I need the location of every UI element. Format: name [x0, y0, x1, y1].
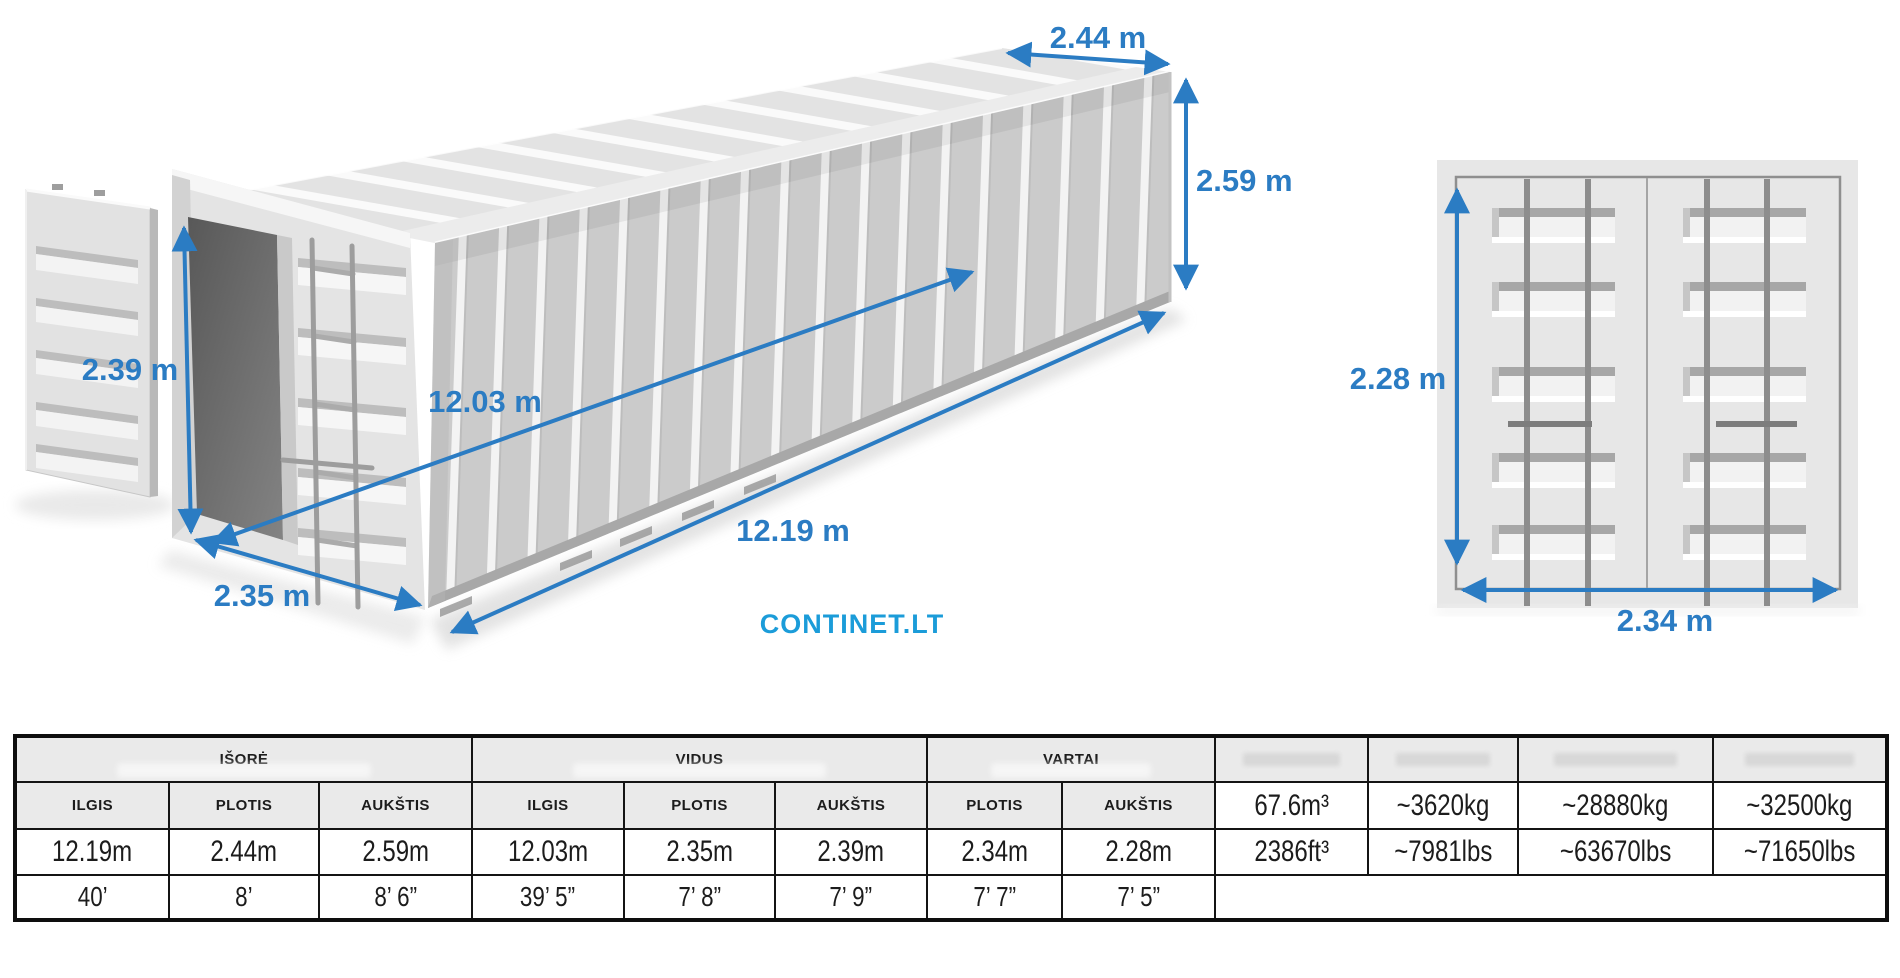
dim-label-rear-width: 2.34 m	[1617, 603, 1714, 638]
brand-logo: CONTINET.LT	[760, 609, 944, 639]
column-header-cell: AUKŠTIS	[776, 783, 926, 828]
dim-arrow-door-height	[171, 225, 204, 535]
container-roof	[205, 48, 1170, 243]
doorway-opening	[188, 217, 283, 540]
empty-footer-cell	[1216, 876, 1885, 918]
stat-gross-kg: ~32500kg	[1714, 783, 1885, 828]
group-header-empty	[1369, 738, 1517, 781]
value-cell-imperial: 8’	[170, 876, 318, 918]
rear-view-shadow	[1437, 606, 1858, 614]
group-header-exterior: IŠORĖ	[17, 738, 471, 781]
value-cell: 2.35m	[625, 830, 774, 874]
dim-label-inner-width: 2.35 m	[214, 578, 311, 613]
value-cell-imperial: 7’ 8”	[625, 876, 774, 918]
column-header-cell: PLOTIS	[928, 783, 1061, 828]
stat-payload-kg: ~28880kg	[1519, 783, 1712, 828]
roof-side-rail	[389, 67, 1170, 243]
value-cell-imperial: 40’	[17, 876, 168, 918]
open-door-panel	[25, 184, 158, 498]
hinge-tab	[94, 190, 105, 196]
dim-label-roof-width: 2.44 m	[1050, 20, 1147, 55]
value-cell: 12.19m	[17, 830, 168, 874]
group-header-doors: VARTAI	[928, 738, 1214, 781]
value-cell-imperial: 7’ 9”	[776, 876, 926, 918]
container-3d-diagram: 2.44 m 2.59 m 2.39 m 12.03 m 12.19 m 2.3…	[15, 20, 1293, 650]
container-rear-view: 2.28 m 2.34 m	[1350, 160, 1858, 638]
value-cell: 2.44m	[170, 830, 318, 874]
group-header-empty	[1519, 738, 1712, 781]
dim-label-door-height: 2.39 m	[82, 352, 179, 387]
value-cell-imperial: 7’ 5”	[1063, 876, 1214, 918]
group-header-empty	[1216, 738, 1367, 781]
column-header-cell: PLOTIS	[170, 783, 318, 828]
value-cell: 12.03m	[473, 830, 623, 874]
group-header-empty	[1714, 738, 1885, 781]
column-header-cell: ILGIS	[17, 783, 168, 828]
column-header-cell: PLOTIS	[625, 783, 774, 828]
group-header-label: IŠORĖ	[219, 751, 269, 768]
wall-top-shade	[435, 72, 1170, 266]
dim-label-exterior-height: 2.59 m	[1196, 163, 1293, 198]
value-cell-imperial: 7’ 7”	[928, 876, 1061, 918]
door-shadow	[15, 490, 175, 520]
value-cell: 2386ft³	[1216, 830, 1367, 874]
dim-label-outer-length: 12.19 m	[736, 513, 850, 548]
rear-lock-rods	[1524, 179, 1770, 606]
hinge-tab	[52, 184, 63, 190]
value-cell: 2.28m	[1063, 830, 1214, 874]
dim-label-rear-height: 2.28 m	[1350, 361, 1447, 396]
column-header-cell: AUKŠTIS	[1063, 783, 1214, 828]
group-header-label: VIDUS	[675, 751, 724, 768]
front-top-rail	[172, 169, 410, 248]
dim-arrow-outer-length	[449, 310, 1167, 635]
value-cell: ~7981lbs	[1369, 830, 1517, 874]
column-header-cell: AUKŠTIS	[320, 783, 471, 828]
group-header-interior: VIDUS	[473, 738, 926, 781]
group-header-label: VARTAI	[1042, 751, 1099, 768]
value-cell: ~71650lbs	[1714, 830, 1885, 874]
value-cell: 2.34m	[928, 830, 1061, 874]
roof-far-edge	[204, 47, 1003, 199]
value-cell: 2.59m	[320, 830, 471, 874]
value-cell: 2.39m	[776, 830, 926, 874]
spec-table: IŠORĖ VIDUS VARTAI ILGIS PLOTIS AUKŠTIS …	[13, 734, 1889, 922]
value-cell-imperial: 8’ 6”	[320, 876, 471, 918]
value-cell: ~63670lbs	[1519, 830, 1712, 874]
dim-arrow-roof-width	[1005, 41, 1171, 76]
dim-arrow-inner-width	[193, 534, 423, 611]
stat-volume-m3: 67.6m³	[1216, 783, 1367, 828]
value-cell-imperial: 39’ 5”	[473, 876, 623, 918]
stat-tare-kg: ~3620kg	[1369, 783, 1517, 828]
column-header-cell: ILGIS	[473, 783, 623, 828]
dim-label-inner-length: 12.03 m	[428, 384, 542, 419]
